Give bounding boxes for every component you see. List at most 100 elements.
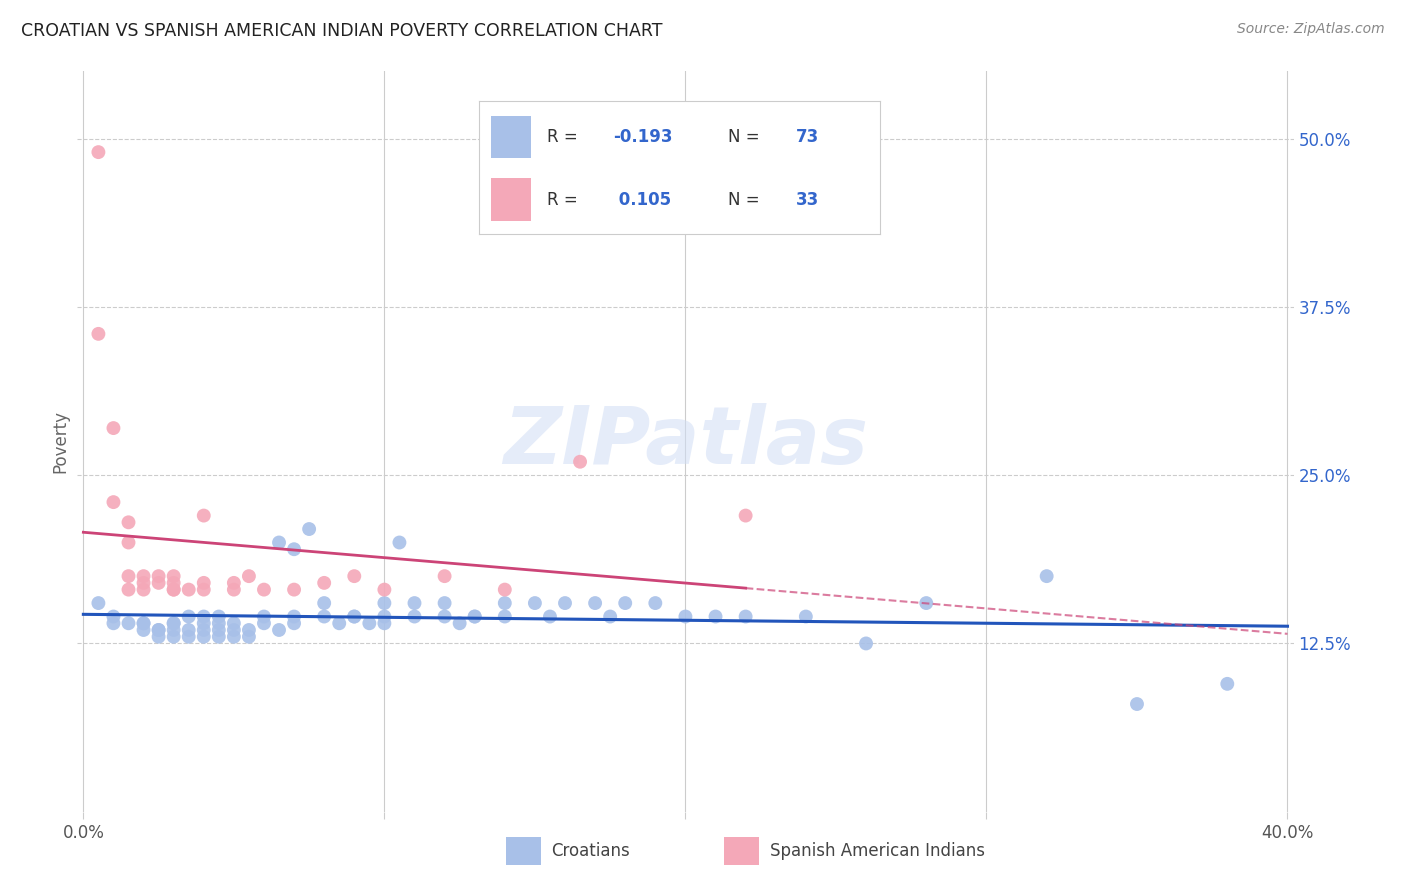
Point	[283, 582, 305, 597]
Text: ZIPatlas: ZIPatlas	[503, 402, 868, 481]
Point	[373, 582, 395, 597]
Point	[193, 575, 215, 590]
Point	[343, 569, 366, 583]
Point	[222, 616, 245, 631]
Point	[163, 582, 186, 597]
Point	[132, 616, 155, 631]
Point	[163, 630, 186, 644]
Point	[855, 636, 877, 650]
Point	[193, 609, 215, 624]
Point	[222, 575, 245, 590]
Point	[433, 569, 456, 583]
Point	[132, 616, 155, 631]
Point	[283, 609, 305, 624]
Point	[328, 616, 350, 631]
Point	[343, 609, 366, 624]
Point	[177, 582, 200, 597]
Point	[283, 542, 305, 557]
Point	[373, 609, 395, 624]
Text: Spanish American Indians: Spanish American Indians	[770, 842, 986, 860]
Point	[464, 609, 486, 624]
Point	[87, 326, 110, 341]
Point	[388, 535, 411, 549]
Point	[193, 616, 215, 631]
Point	[177, 623, 200, 637]
Point	[464, 609, 486, 624]
Point	[253, 582, 276, 597]
Point	[208, 609, 231, 624]
Point	[163, 575, 186, 590]
Point	[433, 596, 456, 610]
Point	[103, 495, 125, 509]
Point	[163, 569, 186, 583]
Point	[238, 623, 260, 637]
Point	[163, 616, 186, 631]
Point	[794, 609, 817, 624]
Point	[163, 582, 186, 597]
Point	[583, 596, 606, 610]
Point	[373, 596, 395, 610]
Point	[222, 582, 245, 597]
Point	[734, 508, 756, 523]
Point	[283, 616, 305, 631]
Point	[132, 582, 155, 597]
Point	[267, 535, 290, 549]
Point	[734, 609, 756, 624]
Point	[238, 569, 260, 583]
Point	[494, 596, 516, 610]
Point	[359, 616, 381, 631]
Point	[449, 616, 471, 631]
Point	[117, 569, 139, 583]
Point	[87, 596, 110, 610]
Point	[675, 609, 697, 624]
Point	[494, 609, 516, 624]
Text: Source: ZipAtlas.com: Source: ZipAtlas.com	[1237, 22, 1385, 37]
Point	[614, 596, 637, 610]
Point	[193, 623, 215, 637]
Point	[87, 145, 110, 160]
Point	[222, 630, 245, 644]
Point	[117, 516, 139, 530]
Point	[704, 609, 727, 624]
Point	[1035, 569, 1057, 583]
Point	[148, 623, 170, 637]
Point	[193, 582, 215, 597]
Point	[148, 623, 170, 637]
Point	[177, 609, 200, 624]
Text: Croatians: Croatians	[551, 842, 630, 860]
Point	[208, 616, 231, 631]
Point	[117, 582, 139, 597]
Point	[117, 535, 139, 549]
Point	[314, 575, 336, 590]
Point	[1216, 677, 1239, 691]
Point	[343, 609, 366, 624]
Point	[103, 616, 125, 631]
Point	[494, 582, 516, 597]
Point	[599, 609, 621, 624]
Point	[314, 596, 336, 610]
Point	[538, 609, 561, 624]
Point	[148, 569, 170, 583]
Point	[177, 630, 200, 644]
Point	[163, 623, 186, 637]
Point	[148, 630, 170, 644]
Point	[298, 522, 321, 536]
Point	[222, 623, 245, 637]
Point	[103, 609, 125, 624]
Point	[238, 630, 260, 644]
Point	[208, 630, 231, 644]
Point	[1126, 697, 1149, 711]
Point	[132, 623, 155, 637]
Point	[193, 630, 215, 644]
Point	[253, 616, 276, 631]
Text: CROATIAN VS SPANISH AMERICAN INDIAN POVERTY CORRELATION CHART: CROATIAN VS SPANISH AMERICAN INDIAN POVE…	[21, 22, 662, 40]
Point	[644, 596, 666, 610]
Point	[314, 609, 336, 624]
Point	[132, 575, 155, 590]
Point	[253, 609, 276, 624]
Point	[373, 616, 395, 631]
Point	[404, 596, 426, 610]
Point	[915, 596, 938, 610]
Point	[132, 569, 155, 583]
Point	[163, 616, 186, 631]
